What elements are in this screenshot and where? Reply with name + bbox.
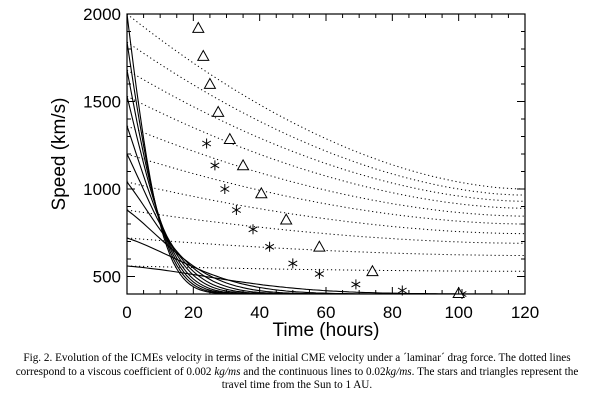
continuous-series-line bbox=[126, 237, 525, 295]
x-tick-label: 40 bbox=[250, 303, 269, 322]
markers-group bbox=[191, 21, 467, 299]
star-marker bbox=[351, 279, 361, 290]
x-tick-label: 120 bbox=[511, 303, 539, 322]
x-tick-label: 60 bbox=[317, 303, 336, 322]
axes-group: 0 20 40 60 80 100 120 500 1000 1500 2000 bbox=[83, 5, 539, 322]
caption-unit-1: kg/ms bbox=[214, 365, 241, 378]
triangle-marker bbox=[366, 264, 379, 277]
triangle-marker bbox=[203, 77, 217, 89]
plot-frame bbox=[126, 13, 526, 295]
speed-time-chart: 0 20 40 60 80 100 120 500 1000 1500 2000 Time (hou… bbox=[49, 5, 539, 341]
caption-unit-2: kg/ms bbox=[385, 365, 412, 378]
dotted-series-line bbox=[126, 153, 525, 225]
triangle-marker bbox=[254, 186, 268, 199]
triangle-marker bbox=[313, 240, 326, 252]
triangle-marker bbox=[279, 213, 293, 225]
x-tick-label: 100 bbox=[444, 303, 472, 322]
y-tick-label: 1500 bbox=[83, 93, 121, 112]
dotted-series-line bbox=[126, 13, 526, 190]
continuous-series-line bbox=[126, 41, 525, 295]
x-tick-label: 0 bbox=[122, 303, 131, 322]
dotted-series-line bbox=[126, 125, 525, 217]
star-marker bbox=[314, 268, 324, 279]
continuous-series-line bbox=[126, 125, 525, 295]
star-marker bbox=[248, 224, 258, 235]
caption-part-3: . The stars and triangles represent the … bbox=[221, 365, 579, 392]
dotted-series-line bbox=[126, 41, 526, 196]
y-tick-label: 500 bbox=[93, 268, 121, 287]
caption-part-1: Fig. 2. Evolution of the ICMEs velocity … bbox=[15, 352, 571, 378]
dotted-series-line bbox=[126, 69, 526, 202]
dotted-series-line bbox=[126, 209, 526, 244]
y-tick-label: 1000 bbox=[83, 180, 121, 199]
star-marker bbox=[220, 184, 230, 194]
x-tick-label: 20 bbox=[184, 303, 203, 322]
triangle-marker bbox=[196, 49, 210, 61]
star-marker bbox=[202, 138, 212, 149]
star-marker bbox=[265, 241, 275, 252]
dotted-series-line bbox=[126, 95, 526, 209]
triangle-marker bbox=[191, 21, 205, 33]
figure-caption: Fig. 2. Evolution of the ICMEs velocity … bbox=[4, 352, 590, 393]
caption-part-2: and the continuous lines to 0.02 bbox=[240, 365, 386, 378]
x-axis-title: Time (hours) bbox=[273, 320, 380, 341]
x-tick-label: 80 bbox=[383, 303, 402, 322]
continuous-series-line bbox=[126, 181, 525, 295]
triangle-marker bbox=[223, 132, 237, 145]
dotted-series-group bbox=[126, 13, 526, 295]
triangle-marker bbox=[236, 158, 250, 171]
y-axis-title: Speed (km/s) bbox=[49, 98, 70, 211]
dotted-series-line bbox=[126, 237, 525, 256]
star-marker bbox=[210, 160, 220, 171]
y-tick-label: 2000 bbox=[83, 5, 121, 24]
star-marker bbox=[288, 258, 298, 269]
continuous-series-group bbox=[126, 13, 525, 295]
star-marker bbox=[231, 205, 242, 215]
continuous-series-line bbox=[126, 13, 525, 295]
triangle-marker bbox=[211, 105, 225, 117]
